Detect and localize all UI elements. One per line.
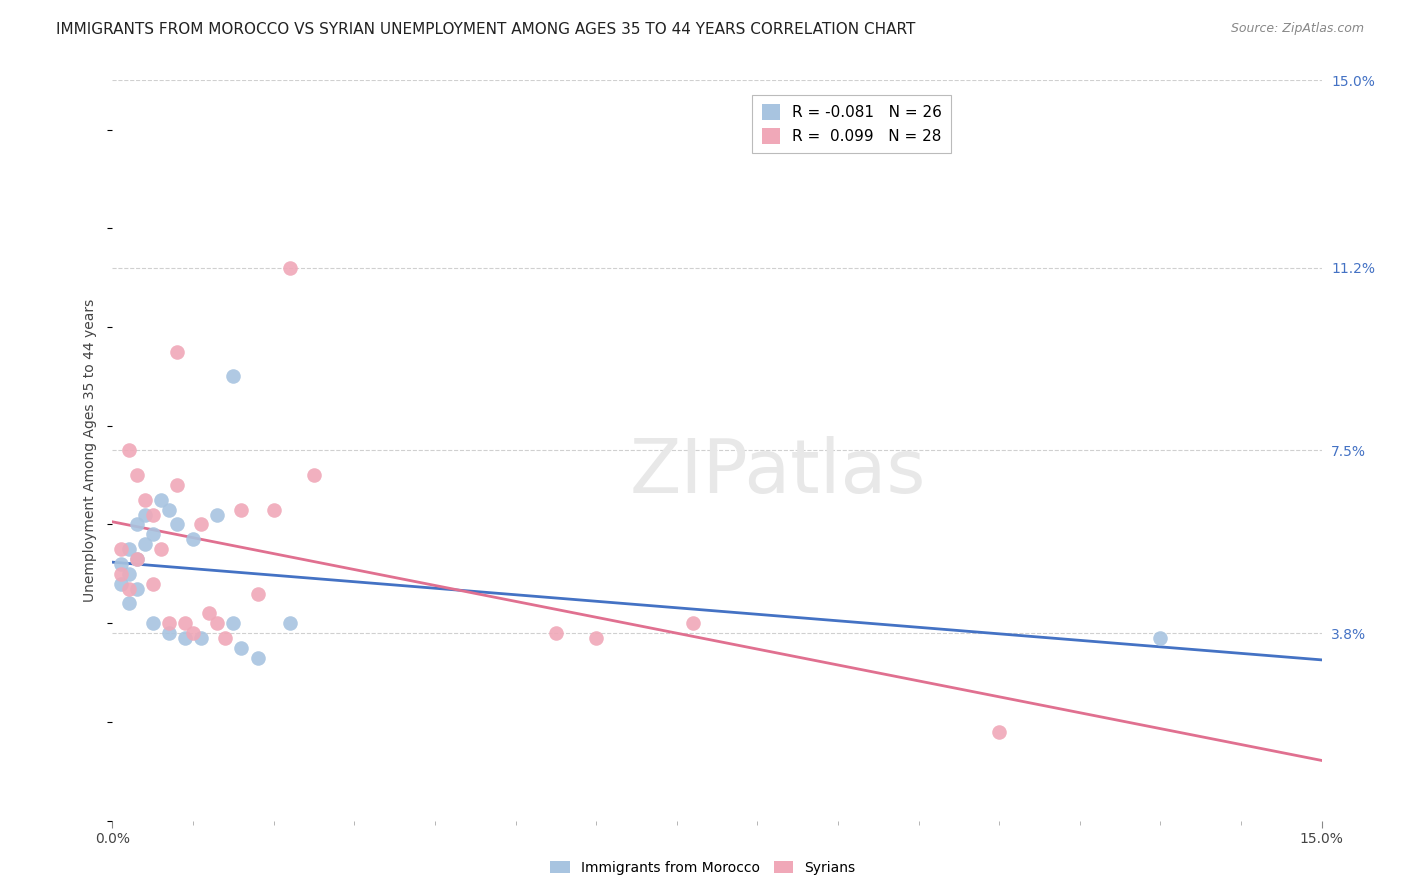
Point — [544, 626, 567, 640]
Point — [134, 537, 156, 551]
Point — [190, 631, 212, 645]
Point — [166, 517, 188, 532]
Point — [207, 508, 229, 522]
Point — [149, 492, 172, 507]
Point — [214, 631, 236, 645]
Y-axis label: Unemployment Among Ages 35 to 44 years: Unemployment Among Ages 35 to 44 years — [83, 299, 97, 602]
Point — [246, 650, 269, 665]
Point — [110, 557, 132, 571]
Text: Source: ZipAtlas.com: Source: ZipAtlas.com — [1230, 22, 1364, 36]
Point — [142, 527, 165, 541]
Point — [134, 508, 156, 522]
Point — [142, 576, 165, 591]
Point — [302, 468, 325, 483]
Point — [988, 724, 1011, 739]
Point — [1149, 631, 1171, 645]
Point — [117, 582, 139, 596]
Point — [125, 468, 148, 483]
Point — [198, 607, 221, 621]
Point — [222, 369, 245, 384]
Point — [142, 616, 165, 631]
Point — [110, 576, 132, 591]
Point — [246, 586, 269, 600]
Point — [157, 626, 180, 640]
Point — [125, 582, 148, 596]
Text: IMMIGRANTS FROM MOROCCO VS SYRIAN UNEMPLOYMENT AMONG AGES 35 TO 44 YEARS CORRELA: IMMIGRANTS FROM MOROCCO VS SYRIAN UNEMPL… — [56, 22, 915, 37]
Point — [125, 552, 148, 566]
Point — [117, 443, 139, 458]
Point — [117, 542, 139, 557]
Legend: Immigrants from Morocco, Syrians: Immigrants from Morocco, Syrians — [546, 855, 860, 880]
Point — [278, 616, 301, 631]
Text: ZIPatlas: ZIPatlas — [630, 436, 925, 509]
Point — [278, 260, 301, 275]
Point — [110, 566, 132, 581]
Point — [117, 597, 139, 611]
Point — [263, 502, 285, 516]
Point — [157, 502, 180, 516]
Point — [117, 566, 139, 581]
Point — [174, 631, 197, 645]
Point — [142, 508, 165, 522]
Point — [231, 502, 253, 516]
Point — [174, 616, 197, 631]
Point — [585, 631, 607, 645]
Point — [166, 344, 188, 359]
Point — [231, 640, 253, 655]
Point — [125, 552, 148, 566]
Point — [181, 626, 204, 640]
Point — [190, 517, 212, 532]
Point — [149, 542, 172, 557]
Point — [166, 478, 188, 492]
Point — [181, 533, 204, 547]
Point — [125, 517, 148, 532]
Legend: R = -0.081   N = 26, R =  0.099   N = 28: R = -0.081 N = 26, R = 0.099 N = 28 — [752, 95, 952, 153]
Point — [207, 616, 229, 631]
Point — [157, 616, 180, 631]
Point — [110, 542, 132, 557]
Point — [134, 492, 156, 507]
Point — [222, 616, 245, 631]
Point — [682, 616, 704, 631]
